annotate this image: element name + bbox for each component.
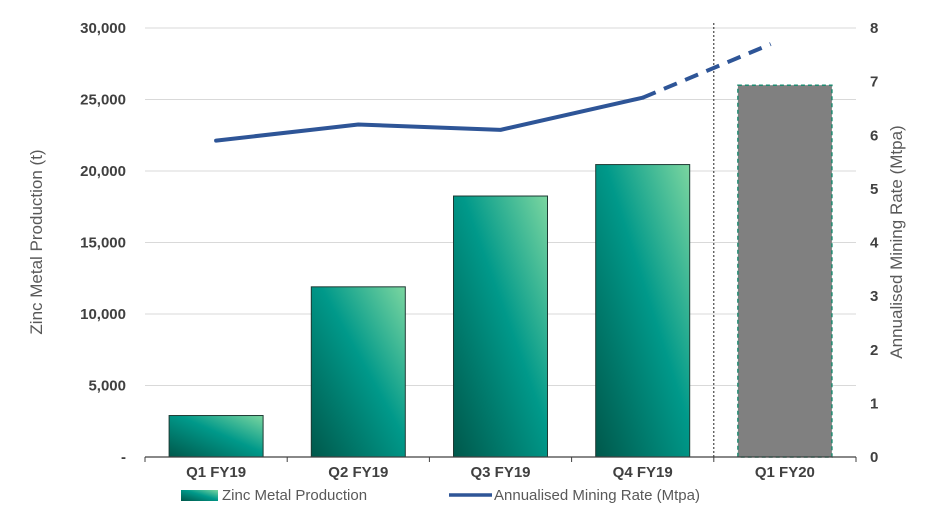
bar: [595, 164, 691, 458]
mining-rate-line: [214, 42, 772, 143]
bar: [453, 195, 548, 458]
legend: Zinc Metal Production Annualised Mining …: [181, 487, 700, 504]
x-axis-ticks: Q1 FY19 Q2 FY19 Q3 FY19 Q4 FY19 Q1 FY20: [186, 464, 815, 481]
right-axis-ticks: 0 1 2 3 4 5 6 7 8: [870, 20, 879, 466]
y-right-tick-label: 1: [870, 395, 878, 412]
bar: [310, 286, 406, 458]
y-tick-label: 25,000: [80, 92, 126, 109]
y-right-tick-label: 6: [870, 127, 878, 144]
y-right-tick-label: 8: [870, 20, 878, 37]
x-tick-label: Q1 FY20: [755, 464, 815, 481]
axes: [144, 456, 857, 462]
x-tick-label: Q4 FY19: [613, 464, 673, 481]
y-tick-label: 30,000: [80, 20, 126, 37]
y-right-tick-label: 2: [870, 342, 878, 359]
x-tick-label: Q1 FY19: [186, 464, 246, 481]
y-axis-right-title: Annualised Mining Rate (Mtpa): [887, 125, 906, 358]
bars: [168, 84, 833, 458]
bar: [168, 415, 264, 458]
legend-swatch-bar: [181, 490, 218, 501]
left-axis-ticks: - 5,000 10,000 15,000 20,000 25,000 30,000: [80, 20, 126, 466]
y-tick-label: 10,000: [80, 306, 126, 323]
legend-label-line: Annualised Mining Rate (Mtpa): [494, 487, 700, 504]
x-tick-label: Q2 FY19: [328, 464, 388, 481]
y-right-tick-label: 4: [870, 235, 879, 252]
line-solid: [214, 95, 645, 143]
x-tick-label: Q3 FY19: [470, 464, 530, 481]
y-axis-title: Zinc Metal Production (t): [27, 149, 46, 334]
y-tick-label: 5,000: [88, 378, 126, 395]
y-right-tick-label: 5: [870, 181, 878, 198]
bar-projected: [737, 84, 833, 458]
y-right-tick-label: 7: [870, 74, 878, 91]
legend-label-bar: Zinc Metal Production: [222, 487, 367, 504]
y-tick-label: 20,000: [80, 163, 126, 180]
line-dashed: [641, 42, 772, 100]
y-right-tick-label: 0: [870, 449, 878, 466]
y-tick-label: -: [121, 449, 126, 466]
y-tick-label: 15,000: [80, 235, 126, 252]
y-right-tick-label: 3: [870, 288, 878, 305]
